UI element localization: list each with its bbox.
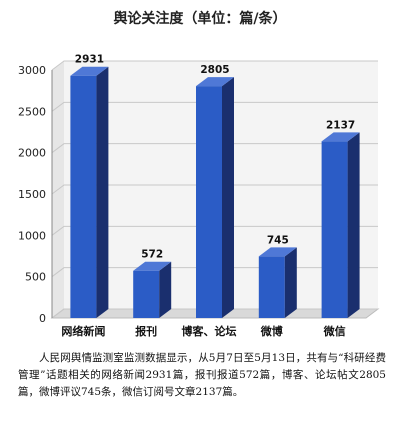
bar-top [258, 247, 297, 257]
gridline [51, 143, 378, 154]
data-label: 572 [141, 249, 163, 261]
bar-side [347, 132, 360, 318]
gridline [51, 184, 378, 195]
bar-side [96, 66, 109, 318]
bar-chart: 0 500 1000 1500 2000 2500 3000 2931 网络新闻 572 报刊 280… [18, 54, 380, 338]
chart-caption: 人民网舆情监测室监测数据显示，从5月7日至5月13日，共有与“科研经费管理”话题… [18, 352, 386, 398]
gridline [51, 225, 378, 236]
y-tick-label: 3000 [18, 64, 46, 77]
x-tick-label: 博客、论坛 [182, 324, 237, 338]
bar-top [196, 77, 234, 87]
bar-front [133, 270, 160, 318]
data-label: 2805 [200, 64, 229, 76]
bar-front [196, 86, 222, 319]
bar-side [222, 77, 234, 319]
bar-top [321, 132, 360, 142]
x-tick-label: 网络新闻 [61, 324, 105, 338]
x-tick-label: 微信 [323, 324, 346, 338]
data-label: 2137 [326, 119, 355, 131]
gridline [51, 60, 378, 71]
y-tick-label: 500 [25, 271, 46, 284]
bar-top [133, 261, 172, 271]
x-tick-label: 微博 [260, 324, 283, 338]
bar-front [258, 256, 285, 318]
y-tick-label: 1000 [18, 229, 46, 242]
data-label: 2931 [75, 54, 104, 66]
bar-side [284, 247, 297, 318]
gridline [51, 101, 378, 112]
y-tick-label: 2500 [18, 105, 46, 118]
x-tick-label: 报刊 [135, 324, 157, 338]
chart-title: 舆论关注度（单位：篇/条） [113, 11, 287, 27]
bar-front [321, 141, 348, 318]
bar-side [159, 261, 172, 318]
y-tick-label: 2000 [18, 147, 46, 160]
y-tick-label: 0 [39, 312, 46, 325]
bar-front [70, 75, 97, 318]
bar-top [70, 66, 109, 76]
y-tick-label: 1500 [18, 188, 46, 201]
data-label: 745 [267, 234, 289, 246]
